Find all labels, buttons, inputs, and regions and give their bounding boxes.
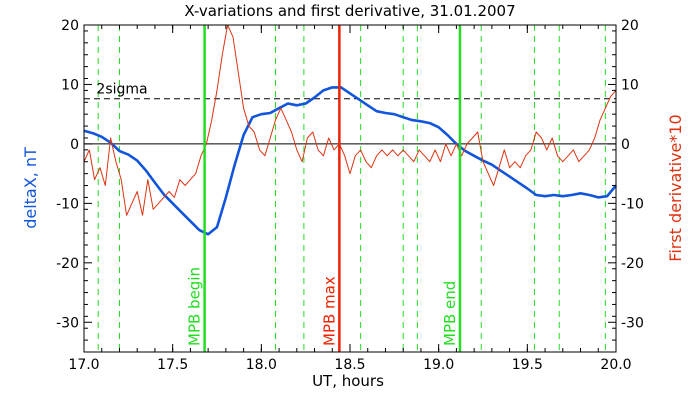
marker-label-mpb-end: MPB end bbox=[441, 281, 459, 346]
y-tick-label-left-5: -30 bbox=[56, 315, 79, 331]
x-tick-label-2: 18.0 bbox=[246, 357, 277, 373]
y-axis-left-label: deltaX, nT bbox=[21, 147, 40, 229]
series-line-derivative bbox=[83, 24, 617, 216]
y-tick-label-right-1: 10 bbox=[621, 77, 639, 93]
series-layer bbox=[83, 24, 617, 236]
x-tick-label-6: 20.0 bbox=[600, 357, 631, 373]
y-tick-label-right-3: -10 bbox=[621, 196, 644, 212]
y-tick-label-right-2: 0 bbox=[621, 137, 630, 153]
y-tick-label-right-4: -20 bbox=[621, 256, 644, 272]
reference-lines: 2sigma bbox=[84, 25, 616, 352]
y-tick-label-left-2: 0 bbox=[70, 137, 79, 153]
axes-layer: 17.0 17.5 18.0 18.5 19.0 19.5 20.0 20 20 10 10 0 0 -1… bbox=[56, 18, 644, 373]
x-tick-label-5: 19.5 bbox=[512, 357, 543, 373]
series-line-deltax bbox=[83, 86, 617, 236]
x-tick-label-0: 17.0 bbox=[68, 357, 99, 373]
y-tick-label-right-5: -30 bbox=[621, 315, 644, 331]
plot-area bbox=[84, 25, 616, 352]
y-tick-label-right-0: 20 bbox=[621, 18, 639, 34]
y-tick-label-left-4: -20 bbox=[56, 256, 79, 272]
marker-layer: MPB begin MPB max MPB end bbox=[186, 25, 462, 352]
marker-label-mpb-max: MPB max bbox=[320, 276, 338, 346]
plot-background bbox=[84, 25, 616, 352]
y-axis-right-label: First derivative*10 bbox=[666, 114, 685, 261]
x-axis-label: UT, hours bbox=[312, 372, 384, 390]
y-tick-label-left-0: 20 bbox=[61, 18, 79, 34]
x-tick-label-4: 19.0 bbox=[423, 357, 454, 373]
x-tick-label-3: 18.5 bbox=[334, 357, 365, 373]
chart-title: X-variations and first derivative, 31.01… bbox=[184, 2, 515, 20]
marker-label-mpb-begin: MPB begin bbox=[186, 267, 204, 346]
y-tick-label-left-3: -10 bbox=[56, 196, 79, 212]
threshold-label: 2sigma bbox=[96, 82, 147, 98]
x-tick-label-1: 17.5 bbox=[157, 357, 188, 373]
y-tick-label-left-1: 10 bbox=[61, 77, 79, 93]
